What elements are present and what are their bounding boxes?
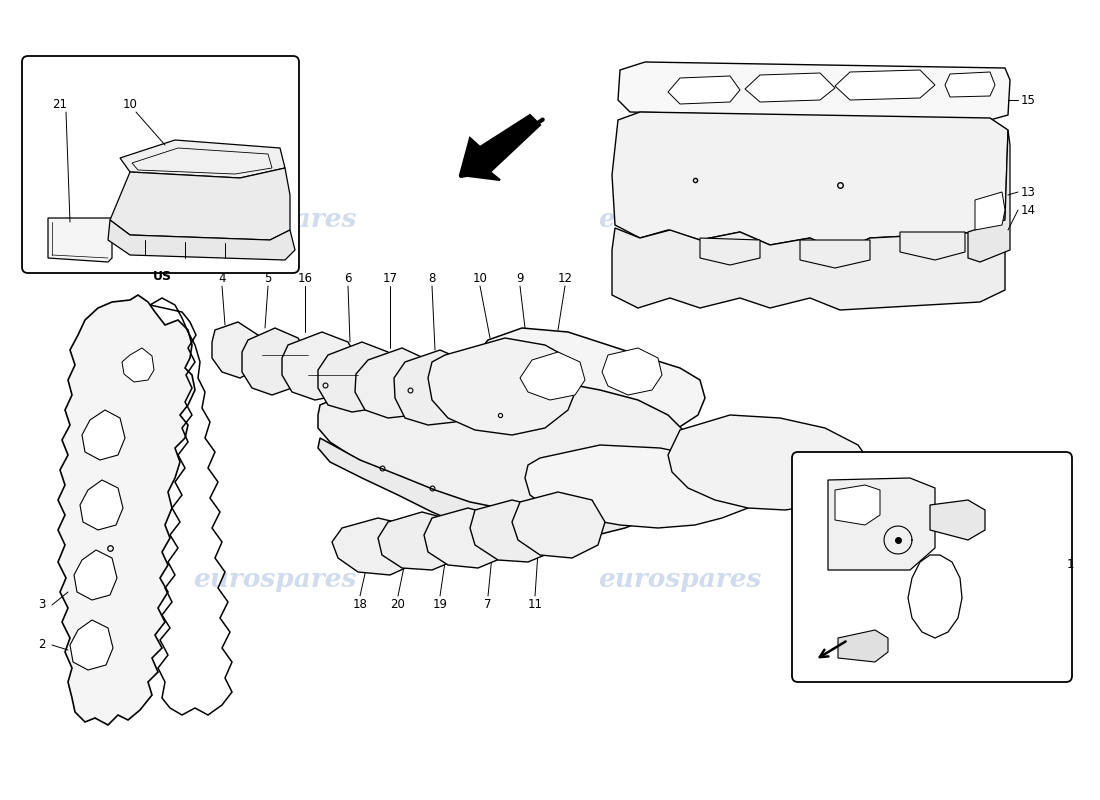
Polygon shape (74, 550, 117, 600)
Polygon shape (930, 500, 984, 540)
Polygon shape (70, 620, 113, 670)
Text: 15: 15 (1021, 94, 1035, 106)
Text: 1: 1 (1066, 558, 1074, 571)
Text: 6: 6 (344, 271, 352, 285)
Text: 3: 3 (39, 598, 46, 611)
Polygon shape (242, 328, 308, 395)
Text: 19: 19 (432, 598, 448, 611)
Text: US: US (153, 270, 172, 282)
Polygon shape (378, 512, 462, 570)
Text: 17: 17 (383, 271, 397, 285)
Text: 10: 10 (122, 98, 138, 111)
Polygon shape (394, 350, 478, 425)
Polygon shape (108, 220, 295, 260)
Polygon shape (470, 500, 558, 562)
Polygon shape (968, 130, 1010, 262)
Polygon shape (212, 322, 262, 378)
Text: 14: 14 (1021, 203, 1035, 217)
Text: 4: 4 (218, 271, 226, 285)
Polygon shape (835, 70, 935, 100)
Text: 8: 8 (428, 271, 436, 285)
Text: 7: 7 (484, 598, 492, 611)
Polygon shape (800, 240, 870, 268)
Polygon shape (428, 338, 578, 435)
Polygon shape (318, 438, 695, 542)
Polygon shape (82, 410, 125, 460)
Polygon shape (838, 630, 888, 662)
Polygon shape (668, 76, 740, 104)
Text: 16: 16 (297, 271, 312, 285)
Polygon shape (282, 332, 358, 400)
Polygon shape (122, 348, 154, 382)
Polygon shape (332, 518, 418, 575)
FancyBboxPatch shape (22, 56, 299, 273)
Polygon shape (512, 492, 605, 558)
Text: 11: 11 (528, 598, 542, 611)
Polygon shape (975, 192, 1005, 230)
Polygon shape (745, 73, 835, 102)
Text: 20: 20 (390, 598, 406, 611)
Polygon shape (602, 348, 662, 395)
Polygon shape (612, 228, 1005, 310)
Polygon shape (700, 238, 760, 265)
Polygon shape (945, 72, 996, 97)
Text: 12: 12 (558, 271, 572, 285)
Text: 21: 21 (53, 98, 67, 111)
Polygon shape (80, 480, 123, 530)
Polygon shape (828, 478, 935, 570)
Text: 13: 13 (1021, 186, 1035, 198)
Text: 18: 18 (353, 598, 367, 611)
Polygon shape (618, 62, 1010, 120)
Polygon shape (460, 115, 540, 180)
Polygon shape (668, 415, 870, 510)
Text: eurospares: eurospares (194, 207, 356, 233)
Text: eurospares: eurospares (598, 207, 761, 233)
Text: 10: 10 (473, 271, 487, 285)
Polygon shape (120, 140, 285, 178)
Polygon shape (318, 342, 398, 412)
Polygon shape (525, 445, 758, 528)
Polygon shape (835, 485, 880, 525)
Polygon shape (900, 232, 965, 260)
Text: eurospares: eurospares (194, 567, 356, 593)
Text: eurospares: eurospares (598, 567, 761, 593)
FancyBboxPatch shape (792, 452, 1072, 682)
Text: 5: 5 (264, 271, 272, 285)
Polygon shape (48, 218, 112, 262)
Polygon shape (424, 508, 508, 568)
Polygon shape (520, 352, 585, 400)
Polygon shape (460, 328, 705, 458)
Text: 9: 9 (516, 271, 524, 285)
Polygon shape (612, 112, 1008, 252)
Text: 2: 2 (39, 638, 46, 651)
Polygon shape (355, 348, 438, 418)
Polygon shape (318, 375, 688, 512)
Polygon shape (110, 168, 290, 240)
Polygon shape (58, 295, 195, 725)
